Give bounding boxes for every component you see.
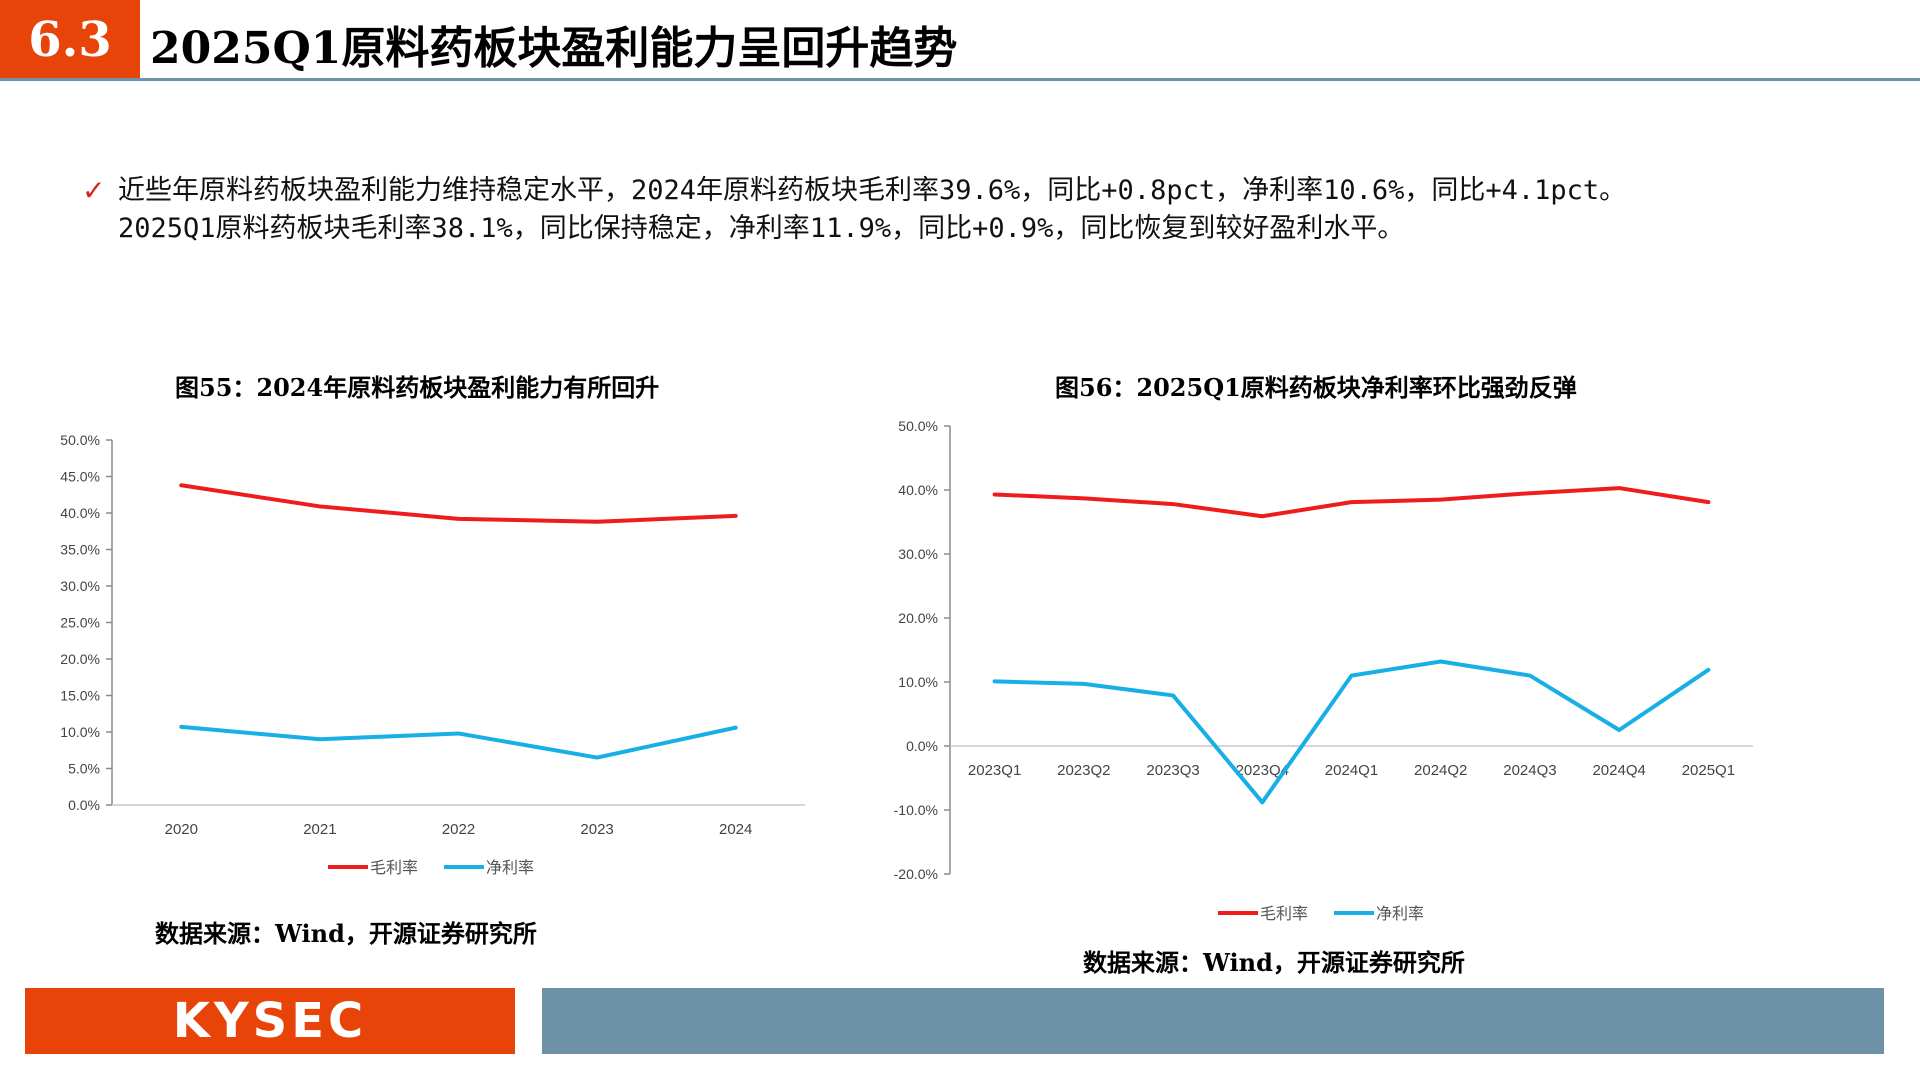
left-y-tick-label: 0.0%: [68, 797, 100, 813]
right-series-net-margin-line: [992, 659, 1711, 805]
left-line-chart: 0.0% 5.0% 10.0% 15.0% 20.0% 25.0% 30.0% 35.0% 40…: [60, 432, 805, 877]
right-x-tick-label: 2023Q4: [1236, 762, 1289, 779]
left-series-net-margin-line: [179, 724, 738, 760]
right-y-tick-label: 0.0%: [906, 738, 938, 754]
left-y-tick-label: 15.0%: [60, 688, 100, 704]
right-x-tick-label: 2024Q4: [1592, 762, 1645, 779]
section-number: 6.3: [0, 0, 140, 80]
left-x-tick-label: 2020: [165, 821, 198, 838]
left-x-tick-label: 2021: [303, 821, 336, 838]
kysec-logo: KYSEC: [25, 988, 515, 1054]
left-y-tick-label: 5.0%: [68, 761, 100, 777]
left-y-tick-label: 25.0%: [60, 615, 100, 631]
page-title: 2025Q1原料药板块盈利能力呈回升趋势: [150, 23, 958, 74]
left-y-tick-label: 50.0%: [60, 432, 100, 448]
right-y-tick-label: -20.0%: [894, 866, 938, 882]
right-x-tick-label: 2023Q1: [968, 762, 1021, 779]
left-y-tick-label: 10.0%: [60, 724, 100, 740]
right-x-tick-label: 2024Q1: [1325, 762, 1378, 779]
right-y-tick-label: 10.0%: [898, 674, 938, 690]
left-legend-label: 毛利率: [370, 859, 418, 877]
check-icon: ✓: [82, 174, 106, 207]
left-x-tick-label: 2023: [580, 821, 613, 838]
left-chart-title: 图55：2024年原料药板块盈利能力有所回升: [175, 373, 660, 402]
left-chart-source: 数据来源：Wind，开源证券研究所: [155, 919, 537, 948]
right-x-tick-label: 2024Q2: [1414, 762, 1467, 779]
left-y-tick-label: 20.0%: [60, 651, 100, 667]
right-y-tick-label: 20.0%: [898, 610, 938, 626]
left-x-tick-label: 2024: [719, 821, 752, 838]
left-y-tick-label: 35.0%: [60, 542, 100, 558]
right-y-tick-label: 40.0%: [898, 482, 938, 498]
right-series-gross-margin-line: [992, 486, 1711, 519]
right-legend-label: 净利率: [1376, 905, 1424, 923]
right-y-tick-label: 30.0%: [898, 546, 938, 562]
right-y-tick-label: -10.0%: [894, 802, 938, 818]
left-legend-label: 净利率: [486, 859, 534, 877]
right-y-tick-label: 50.0%: [898, 418, 938, 434]
right-x-tick-label: 2025Q1: [1682, 762, 1735, 779]
right-x-tick-label: 2024Q3: [1503, 762, 1556, 779]
summary-bullet: ✓ 近些年原料药板块盈利能力维持稳定水平，2024年原料药板块毛利率39.6%，…: [82, 172, 1862, 248]
right-chart-title: 图56：2025Q1原料药板块净利率环比强劲反弹: [1055, 373, 1577, 402]
right-line-chart: -20.0% -10.0% 0.0% 10.0% 20.0% 30.0% 40.0% 50.0…: [894, 418, 1753, 923]
left-series-gross-margin-line: [179, 483, 738, 524]
header-divider: [0, 78, 1920, 81]
left-x-tick-label: 2022: [442, 821, 475, 838]
left-y-tick-label: 30.0%: [60, 578, 100, 594]
footer-bar: [542, 988, 1884, 1054]
right-x-tick-label: 2023Q2: [1057, 762, 1110, 779]
summary-line-2: 2025Q1原料药板块毛利率38.1%，同比保持稳定，净利率11.9%，同比+0…: [118, 213, 1405, 244]
summary-line-1: 近些年原料药板块盈利能力维持稳定水平，2024年原料药板块毛利率39.6%，同比…: [118, 175, 1627, 206]
right-legend-label: 毛利率: [1260, 905, 1308, 923]
left-y-tick-label: 45.0%: [60, 469, 100, 485]
left-y-tick-label: 40.0%: [60, 505, 100, 521]
right-chart-source: 数据来源：Wind，开源证券研究所: [1083, 948, 1465, 977]
right-x-tick-label: 2023Q3: [1146, 762, 1199, 779]
